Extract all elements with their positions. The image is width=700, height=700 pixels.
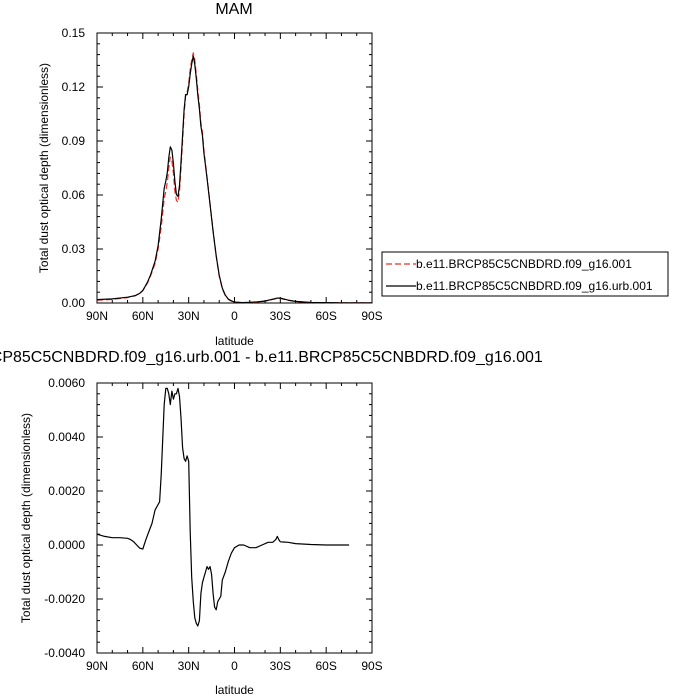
x-tick-label: 30S (270, 659, 291, 673)
y-tick-label: 0.03 (62, 242, 86, 256)
y-tick-label: -0.0020 (44, 592, 85, 606)
x-tick-label: 60N (132, 659, 154, 673)
legend-entry-control: b.e11.BRCP85C5CNBDRD.f09_g16.001 (416, 257, 632, 271)
series-line-0 (96, 387, 350, 627)
bottom-chart-title: b.e11.BRCP85C5CNBDRD.f09_g16.urb.001 - b… (0, 349, 543, 366)
x-tick-label: 90N (86, 659, 108, 673)
y-tick-label: 0.0040 (48, 430, 85, 444)
x-tick-label: 30S (270, 309, 291, 323)
x-tick-label: 90N (86, 309, 108, 323)
x-tick-label: 60N (132, 309, 154, 323)
top-chart-ticks: 90N 60N 30N 0 30S 60S 90S 0.00 0.03 0.06 0.09 0.12 0… (62, 26, 383, 323)
y-tick-label: 0.12 (62, 80, 86, 94)
y-tick-label: 0.00 (62, 296, 86, 310)
x-tick-label: 0 (231, 309, 238, 323)
y-tick-label: 0.15 (62, 26, 86, 40)
bottom-chart-y-axis-label: Total dust optical depth (dimensionless) (19, 413, 33, 623)
y-tick-label: 0.0000 (48, 538, 85, 552)
x-tick-label: 60S (315, 659, 336, 673)
bottom-chart-x-axis-label: latitude (215, 683, 254, 697)
top-chart-x-axis-label: latitude (215, 334, 254, 348)
top-chart-legend: b.e11.BRCP85C5CNBDRD.f09_g16.001 b.e11.B… (381, 251, 669, 297)
y-tick-label: 0.0020 (48, 484, 85, 498)
x-tick-label: 90S (361, 659, 382, 673)
y-tick-label: -0.0040 (44, 646, 85, 660)
top-chart-title: MAM (215, 1, 252, 18)
top-chart-plot-frame (96, 32, 373, 304)
legend-box (381, 251, 669, 297)
y-tick-label: 0.0060 (48, 376, 85, 390)
x-tick-label: 30N (178, 659, 200, 673)
bottom-chart-plot-frame (96, 382, 373, 654)
top-chart-y-axis-label: Total dust optical depth (dimensionless) (37, 63, 51, 273)
bottom-chart: b.e11.BRCP85C5CNBDRD.f09_g16.urb.001 - b… (0, 349, 543, 697)
series-line-1 (96, 55, 372, 304)
bottom-chart-ticks: 90N 60N 30N 0 30S 60S 90S -0.0040 -0.0020 0.0000 0… (44, 376, 382, 673)
y-tick-label: 0.09 (62, 134, 86, 148)
x-tick-label: 30N (178, 309, 200, 323)
bottom-chart-series (96, 387, 350, 627)
x-tick-label: 90S (361, 309, 382, 323)
legend-entry-urban: b.e11.BRCP85C5CNBDRD.f09_g16.urb.001 (416, 279, 653, 293)
series-line-0 (96, 52, 372, 304)
x-tick-label: 60S (315, 309, 336, 323)
y-tick-label: 0.06 (62, 188, 86, 202)
x-tick-label: 0 (231, 659, 238, 673)
top-chart: MAM 90N 60N 30N 0 30S 60S 90S 0.00 0.03 0.06 0.09 0… (37, 1, 383, 348)
top-chart-series (96, 52, 372, 304)
